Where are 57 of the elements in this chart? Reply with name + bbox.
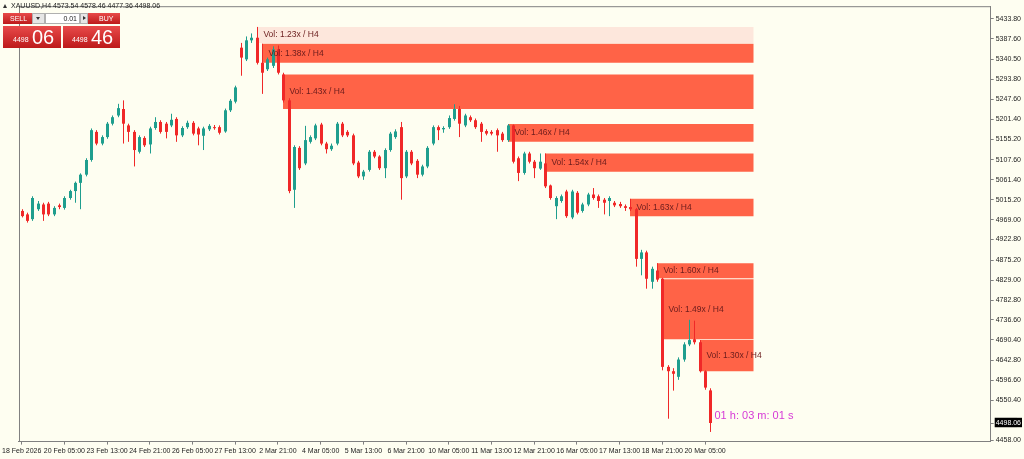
- annotation: 46: [91, 26, 114, 48]
- candlestick: [368, 149, 371, 173]
- candlestick: [651, 266, 654, 290]
- candlestick: [672, 367, 675, 392]
- candlestick: [640, 249, 643, 276]
- candlestick: [432, 124, 435, 146]
- band-label: Vol: 1.60x / H4: [663, 265, 719, 276]
- candlestick: [127, 123, 130, 143]
- candlestick: [304, 125, 307, 166]
- candlestick: [480, 121, 483, 143]
- candlestick: [523, 151, 526, 176]
- candlestick: [85, 157, 88, 177]
- band-label: Vol: 1.49x / H4: [668, 303, 724, 314]
- candlestick: [31, 195, 34, 222]
- candlestick: [133, 129, 136, 167]
- candlestick: [175, 116, 178, 143]
- candlestick: [384, 147, 387, 179]
- band-label: Vol: 1.46x / H4: [514, 127, 570, 138]
- candlestick: [458, 105, 461, 138]
- candlestick: [677, 356, 680, 381]
- candlestick: [496, 127, 499, 153]
- candlestick: [197, 126, 200, 146]
- candlestick: [336, 121, 339, 146]
- candlestick: [245, 35, 248, 62]
- candlestick: [149, 126, 152, 154]
- band-label: Vol: 1.23x / H4: [263, 29, 319, 40]
- candlestick: [261, 43, 264, 95]
- candlestick: [202, 126, 205, 151]
- candlestick: [533, 159, 536, 179]
- candlestick: [555, 195, 558, 220]
- candlestick: [122, 99, 125, 145]
- band-label: Vol: 1.54x / H4: [551, 156, 607, 167]
- candlestick: [320, 122, 323, 146]
- candlestick: [298, 145, 301, 171]
- candlestick: [608, 195, 611, 217]
- candlestick: [416, 158, 419, 179]
- candlestick: [544, 152, 547, 189]
- annotation: 01 h: 03 m: 01 s: [714, 409, 794, 422]
- candlestick: [389, 131, 392, 153]
- candlestick: [42, 202, 45, 222]
- band-label: Vol: 1.43x / H4: [289, 86, 345, 97]
- candlestick: [656, 262, 659, 283]
- annotation: 06: [32, 26, 55, 48]
- candlestick: [693, 320, 696, 345]
- candlestick: [224, 108, 227, 134]
- candlestick: [240, 42, 243, 77]
- candlestick: [576, 190, 579, 215]
- band-label: Vol: 1.63x / H4: [636, 201, 692, 212]
- candlestick: [683, 341, 686, 363]
- candlestick: [704, 369, 707, 391]
- candlestick: [667, 364, 670, 420]
- candlestick: [688, 319, 691, 347]
- candlestick: [517, 156, 520, 182]
- candlestick: [74, 181, 77, 204]
- candlestick: [426, 145, 429, 169]
- candlestick: [79, 172, 82, 210]
- candlestick: [138, 134, 141, 154]
